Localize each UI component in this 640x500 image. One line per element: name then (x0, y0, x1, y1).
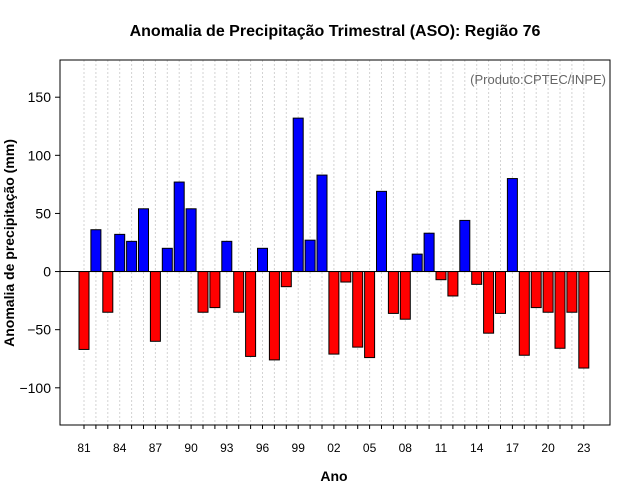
bar-89 (173, 181, 185, 273)
bar-86 (138, 208, 149, 273)
bar-07 (387, 271, 399, 314)
bar-20 (542, 271, 554, 313)
bar-21 (554, 271, 566, 349)
bar-92 (209, 271, 221, 309)
bar-22 (566, 271, 578, 313)
x-tick-label: 14 (470, 441, 484, 455)
bar-96 (257, 247, 268, 273)
bar-93 (221, 240, 233, 273)
x-tick-label: 96 (256, 441, 270, 455)
bar-11 (435, 271, 447, 281)
bar-91 (197, 271, 209, 313)
bar-09 (411, 253, 423, 273)
bar-19 (530, 271, 542, 309)
bar-04 (352, 271, 364, 348)
y-tick-label: 50 (35, 205, 51, 221)
bar-90 (185, 208, 197, 273)
bar-97 (268, 271, 280, 361)
x-tick-label: 99 (292, 441, 306, 455)
y-tick-label: −100 (19, 380, 51, 396)
bar-84 (114, 233, 126, 273)
x-tick-label: 87 (149, 441, 163, 455)
bar-94 (233, 271, 245, 313)
chart-title: Anomalia de Precipitação Trimestral (ASO… (130, 23, 541, 40)
bar-10 (423, 232, 435, 273)
bar-18 (518, 271, 530, 356)
bar-88 (161, 247, 173, 273)
y-tick-label: 0 (43, 264, 51, 280)
x-tick-label: 17 (506, 441, 520, 455)
bar-02 (328, 271, 340, 355)
y-tick-label: −50 (27, 322, 51, 338)
bars (78, 117, 590, 369)
x-tick-label: 81 (77, 441, 91, 455)
x-tick-label: 11 (435, 441, 448, 455)
x-tick-label: 20 (541, 441, 555, 455)
y-tick-label: 100 (28, 147, 52, 163)
bar-83 (102, 271, 114, 313)
y-axis: −100 −50 0 50 100 150 (19, 89, 60, 396)
credit-text: (Produto:CPTEC/INPE) (470, 72, 606, 87)
bar-08 (399, 271, 411, 320)
bar-03 (340, 271, 352, 283)
bar-23 (578, 271, 590, 369)
bar-06 (376, 190, 387, 273)
x-tick-label: 84 (113, 441, 127, 455)
bar-82 (90, 229, 102, 273)
bar-87 (149, 271, 161, 342)
x-tick-label: 08 (399, 441, 413, 455)
bar-14 (471, 271, 483, 285)
x-tick-label: 02 (327, 441, 341, 455)
y-tick-label: 150 (28, 89, 52, 105)
bar-15 (483, 271, 495, 334)
bar-00 (304, 239, 316, 273)
bar-85 (126, 240, 138, 273)
bar-98 (280, 271, 292, 288)
x-tick-label: 90 (184, 441, 198, 455)
x-axis-label: Ano (320, 468, 347, 484)
x-tick-label: 23 (577, 441, 591, 455)
x-tick-label: 05 (363, 441, 377, 455)
bar-16 (495, 271, 506, 314)
bar-17 (506, 178, 518, 273)
y-axis-label: Anomalia de precipitação (mm) (1, 139, 17, 347)
bar-01 (316, 174, 328, 273)
bar-81 (78, 271, 90, 350)
bar-12 (447, 271, 459, 297)
bar-99 (292, 117, 304, 273)
plot-area (59, 59, 611, 426)
bar-95 (245, 271, 257, 357)
grid-lines (83, 60, 585, 425)
bar-05 (364, 271, 376, 359)
x-axis: 81 84 87 90 93 96 99 02 05 08 11 14 17 20 23 (77, 425, 591, 455)
bar-13 (459, 219, 471, 273)
x-tick-label: 93 (220, 441, 234, 455)
